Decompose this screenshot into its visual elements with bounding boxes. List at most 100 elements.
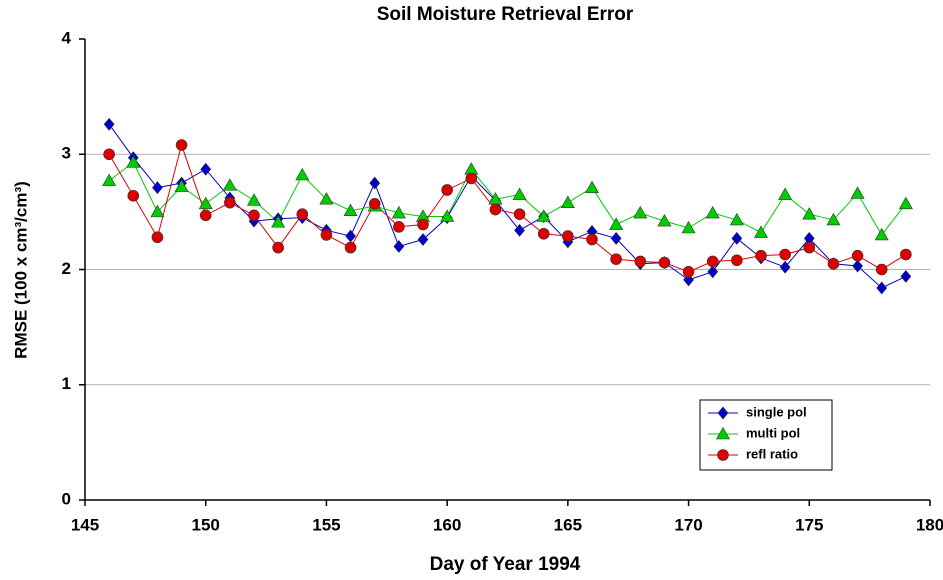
data-point (296, 208, 309, 220)
data-point (417, 233, 429, 247)
x-axis-label: Day of Year 1994 (430, 554, 581, 575)
data-point (876, 281, 888, 295)
data-point (441, 184, 453, 196)
x-tick-label: 170 (674, 515, 702, 534)
series-line (108, 161, 907, 236)
data-point (152, 181, 163, 195)
y-tick-label: 2 (62, 259, 71, 278)
data-point (586, 233, 598, 246)
data-point (393, 221, 405, 233)
data-point (802, 207, 817, 220)
data-point (610, 253, 622, 265)
legend-marker (717, 406, 729, 420)
data-point (633, 205, 648, 219)
data-point (127, 189, 140, 202)
data-point (150, 204, 165, 218)
data-point (537, 227, 550, 240)
data-point (271, 215, 286, 228)
data-point (295, 167, 310, 181)
data-point (369, 176, 381, 190)
data-point (826, 212, 841, 226)
data-point (272, 241, 284, 254)
data-point (199, 209, 212, 222)
data-point (513, 208, 526, 220)
data-point (778, 187, 793, 200)
data-point (755, 249, 767, 262)
legend-label: multi pol (746, 425, 800, 440)
data-point (344, 241, 357, 254)
data-point (175, 139, 188, 151)
data-point (900, 269, 912, 283)
x-tick-label: 155 (312, 515, 340, 534)
legend-marker (715, 426, 731, 440)
data-point (852, 259, 863, 273)
data-point (248, 209, 260, 222)
legend-label: refl ratio (746, 446, 798, 461)
data-point (465, 172, 478, 185)
data-point (851, 249, 864, 262)
data-point (391, 205, 406, 219)
y-tick-label: 0 (62, 489, 71, 508)
legend-marker (717, 449, 729, 461)
series-line (108, 123, 907, 289)
data-point (681, 220, 696, 234)
data-point (393, 239, 405, 253)
legend-label: single pol (746, 404, 807, 419)
data-point (246, 193, 262, 206)
data-point (803, 241, 816, 254)
data-point (126, 155, 141, 168)
x-tick-label: 180 (916, 515, 943, 534)
x-tick-label: 145 (71, 515, 99, 534)
data-point (898, 196, 913, 210)
y-tick-label: 1 (62, 374, 71, 393)
data-point (658, 256, 671, 269)
data-point (417, 218, 429, 231)
data-point (634, 255, 647, 268)
x-tick-label: 150 (192, 515, 220, 534)
y-tick-label: 3 (62, 144, 71, 163)
data-point (900, 248, 912, 261)
data-point (705, 205, 720, 219)
data-point (440, 209, 455, 222)
data-point (850, 186, 865, 199)
chart-title: Soil Moisture Retrieval Error (377, 4, 634, 25)
data-point (779, 260, 791, 274)
data-point (682, 266, 695, 278)
data-point (368, 198, 381, 210)
data-point (319, 192, 334, 205)
data-point (320, 229, 333, 241)
data-point (200, 162, 212, 176)
data-point (731, 254, 743, 267)
data-point (562, 230, 574, 242)
data-point (706, 255, 719, 268)
x-tick-label: 165 (554, 515, 582, 534)
data-point (874, 227, 889, 241)
data-point (224, 196, 236, 209)
data-point (584, 180, 600, 193)
data-point (610, 231, 622, 245)
data-point (731, 231, 743, 245)
data-point (198, 196, 213, 210)
data-point (779, 248, 791, 261)
data-point (609, 217, 624, 230)
y-axis-label: RMSE (100 x cm³/cm³) (11, 181, 30, 359)
data-point (489, 203, 502, 216)
data-point (560, 195, 575, 208)
data-point (151, 231, 164, 244)
data-point (875, 263, 888, 276)
data-point (174, 179, 189, 192)
data-point (514, 223, 525, 237)
data-point (103, 117, 115, 131)
y-tick-label: 4 (62, 28, 72, 47)
data-point (102, 173, 117, 187)
data-point (512, 187, 527, 200)
data-point (343, 203, 358, 217)
series-line (108, 143, 907, 273)
data-point (657, 213, 672, 227)
x-tick-label: 160 (433, 515, 461, 534)
data-point (222, 178, 237, 191)
data-point (827, 257, 840, 270)
data-point (103, 148, 115, 161)
